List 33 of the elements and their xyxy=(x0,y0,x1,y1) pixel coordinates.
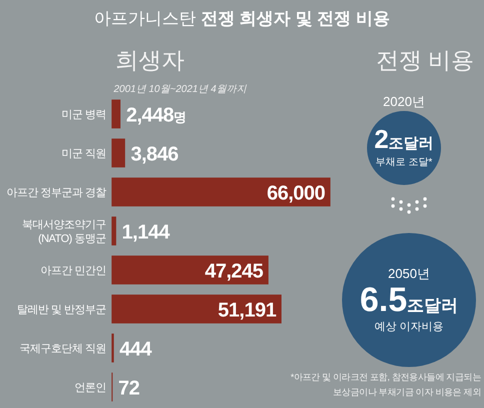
y-tick-label: 미군 병력 xyxy=(61,109,106,121)
data-label: 51,191 xyxy=(218,300,276,322)
chart-subtitle: 희생자 xyxy=(116,47,184,73)
bar xyxy=(112,138,126,168)
chart-title: 아프가니스탄 전쟁 희생자 및 전쟁 비용 xyxy=(94,9,390,28)
annotation: *아프간 및 이라크전 포함, 참전용사들에 지급되는 보상금이나 부채기금 이자 비용은 제외 xyxy=(290,372,482,397)
text: 2001년 10월~2021년 4월까지 xyxy=(112,84,248,95)
data-label: 2,448명 xyxy=(126,104,186,126)
data-label: 66,000 xyxy=(266,182,326,204)
bar xyxy=(112,256,268,284)
data-label: 47,245 xyxy=(204,260,264,282)
bar xyxy=(112,294,282,324)
y-tick-label: 국제구호단체 직원 xyxy=(19,343,106,355)
y-tick-label: 북대서양조약기구 (NATO) 동맹군 xyxy=(22,219,106,245)
y-tick-label: 아프간 정부군과 경찰 xyxy=(6,187,106,199)
bar xyxy=(112,178,330,206)
text: 6.5조달러 xyxy=(360,281,458,319)
data-label: 72 xyxy=(118,378,140,400)
y-tick-label: 탈레반 및 반정부군 xyxy=(16,304,106,316)
text: 2050년 xyxy=(388,266,430,281)
text: 전쟁 비용 xyxy=(376,47,474,73)
y-tick-label: 아프간 민간인 xyxy=(40,265,106,277)
text: 2020년 xyxy=(383,94,425,109)
bar xyxy=(112,216,116,246)
y-tick-label: 미군 직원 xyxy=(61,148,106,160)
data-label: 1,144 xyxy=(122,222,171,244)
bar xyxy=(112,100,120,128)
text: 2조달러 xyxy=(374,124,434,154)
text: 부채로 조달* xyxy=(376,157,432,168)
data-label: 444 xyxy=(119,338,153,360)
y-tick-label: 언론인 xyxy=(74,382,106,394)
data-label: 3,846 xyxy=(130,144,179,166)
text: 예상 이자비용 xyxy=(374,321,444,333)
